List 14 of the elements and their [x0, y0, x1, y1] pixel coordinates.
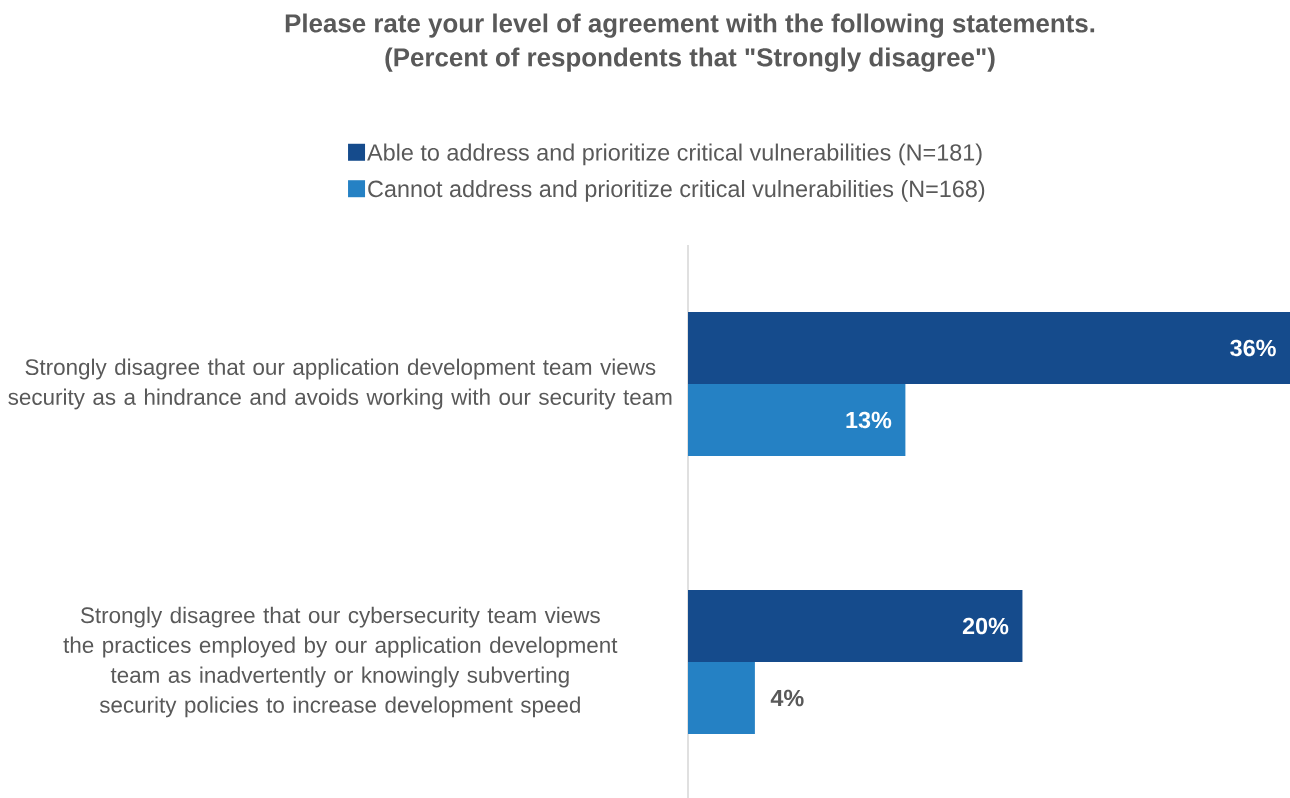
data-label: 13%	[846, 411, 892, 429]
data-label: 4%	[770, 689, 804, 707]
y-tick-label: Strongly disagree that our application development team views security as a hindrance and avoids working with our security team	[8, 358, 672, 410]
legend-label: Cannot address and prioritize critical vulnerabilities (N=168)	[368, 180, 985, 202]
data-label: 36%	[1230, 339, 1276, 357]
bar	[688, 662, 755, 734]
bar	[688, 384, 906, 456]
legend-label: Able to address and prioritize critical vulnerabilities (N=181)	[367, 143, 982, 166]
data-label: 20%	[962, 617, 1009, 635]
bar	[688, 590, 1023, 662]
bar	[688, 312, 1290, 384]
y-tick-label: Strongly disagree that our cybersecurity team views the practices employed by our application development team as inadvertently or knowingly subverting security policies to increase development speed	[63, 606, 618, 718]
chart-title: Please rate your level of agreement with the following statements.	[285, 13, 1095, 38]
chart-subtitle: (Percent of respondents that "Strongly disagree")	[385, 47, 995, 72]
